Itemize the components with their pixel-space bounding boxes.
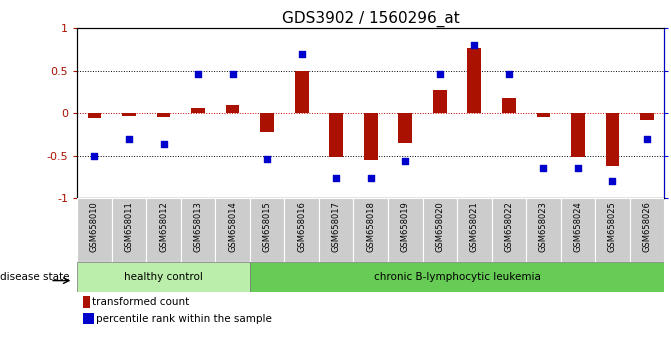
Text: GSM658022: GSM658022 bbox=[505, 201, 513, 252]
Point bbox=[193, 72, 203, 77]
Text: GSM658025: GSM658025 bbox=[608, 201, 617, 252]
Bar bbox=[319, 198, 354, 262]
Bar bbox=[606, 113, 619, 166]
Bar bbox=[595, 198, 630, 262]
Point bbox=[641, 136, 652, 142]
Point bbox=[503, 72, 514, 77]
Text: percentile rank within the sample: percentile rank within the sample bbox=[96, 314, 272, 324]
Bar bbox=[561, 198, 595, 262]
Point bbox=[469, 42, 480, 48]
Bar bbox=[83, 313, 94, 324]
Text: chronic B-lymphocytic leukemia: chronic B-lymphocytic leukemia bbox=[374, 272, 541, 282]
Point bbox=[331, 175, 342, 181]
Bar bbox=[87, 113, 101, 118]
Point bbox=[297, 51, 307, 57]
Bar bbox=[295, 71, 309, 113]
Bar bbox=[260, 113, 274, 132]
Text: GSM658010: GSM658010 bbox=[90, 201, 99, 252]
Bar bbox=[468, 48, 481, 113]
Bar bbox=[502, 98, 516, 113]
Text: GSM658016: GSM658016 bbox=[297, 201, 306, 252]
Bar bbox=[364, 113, 378, 160]
Point bbox=[89, 153, 100, 159]
Point bbox=[365, 175, 376, 181]
Bar bbox=[571, 113, 585, 158]
Bar bbox=[83, 296, 90, 308]
Bar bbox=[250, 262, 664, 292]
Text: GSM658012: GSM658012 bbox=[159, 201, 168, 252]
Text: transformed count: transformed count bbox=[92, 297, 189, 307]
Text: disease state: disease state bbox=[0, 272, 70, 282]
Text: healthy control: healthy control bbox=[124, 272, 203, 282]
Text: GDS3902 / 1560296_at: GDS3902 / 1560296_at bbox=[282, 11, 460, 27]
Text: GSM658014: GSM658014 bbox=[228, 201, 237, 252]
Text: GSM658013: GSM658013 bbox=[193, 201, 203, 252]
Text: GSM658019: GSM658019 bbox=[401, 201, 410, 252]
Text: GSM658017: GSM658017 bbox=[331, 201, 341, 252]
Text: GSM658023: GSM658023 bbox=[539, 201, 548, 252]
Bar bbox=[146, 198, 180, 262]
Bar bbox=[526, 198, 561, 262]
Bar bbox=[77, 262, 250, 292]
Bar bbox=[111, 198, 146, 262]
Point bbox=[538, 165, 549, 171]
Bar bbox=[225, 105, 240, 113]
Bar bbox=[399, 113, 412, 143]
Bar bbox=[492, 198, 526, 262]
Bar bbox=[77, 198, 111, 262]
Text: GSM658026: GSM658026 bbox=[643, 201, 652, 252]
Bar bbox=[285, 198, 319, 262]
Point bbox=[123, 136, 134, 142]
Bar bbox=[640, 113, 654, 120]
Text: GSM658021: GSM658021 bbox=[470, 201, 479, 252]
Text: GSM658011: GSM658011 bbox=[124, 201, 134, 252]
Point bbox=[434, 72, 445, 77]
Bar bbox=[329, 113, 343, 158]
Point bbox=[607, 178, 618, 184]
Point bbox=[572, 165, 583, 171]
Bar bbox=[156, 113, 170, 117]
Text: GSM658018: GSM658018 bbox=[366, 201, 375, 252]
Text: GSM658024: GSM658024 bbox=[574, 201, 582, 252]
Bar bbox=[215, 198, 250, 262]
Bar bbox=[457, 198, 492, 262]
Point bbox=[227, 72, 238, 77]
Bar bbox=[250, 198, 285, 262]
Bar bbox=[180, 198, 215, 262]
Bar bbox=[191, 108, 205, 113]
Bar bbox=[537, 113, 550, 117]
Bar bbox=[423, 198, 457, 262]
Bar bbox=[122, 113, 136, 116]
Bar bbox=[433, 90, 447, 113]
Bar bbox=[388, 198, 423, 262]
Bar bbox=[354, 198, 388, 262]
Text: GSM658015: GSM658015 bbox=[262, 201, 272, 252]
Point bbox=[262, 156, 272, 162]
Bar bbox=[630, 198, 664, 262]
Point bbox=[400, 158, 411, 164]
Point bbox=[158, 141, 169, 147]
Text: GSM658020: GSM658020 bbox=[435, 201, 444, 252]
